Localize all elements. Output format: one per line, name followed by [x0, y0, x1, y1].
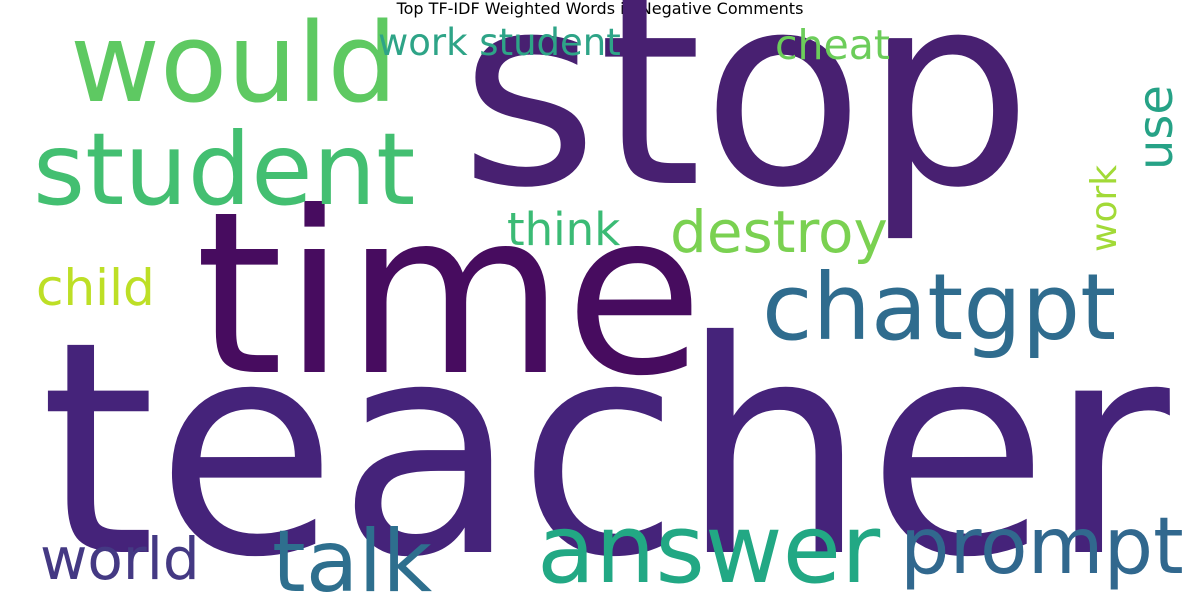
word-would: would	[70, 0, 398, 127]
word-destroy: destroy	[670, 198, 888, 266]
word-stop: stop	[460, 0, 1033, 246]
word-work-student: work student	[378, 21, 621, 64]
chart-title: Top TF-IDF Weighted Words in Negative Co…	[396, 0, 804, 18]
word-chatgpt: chatgpt	[762, 254, 1117, 361]
word-work: work	[1084, 164, 1125, 252]
word-child: child	[36, 259, 155, 317]
word-prompt: prompt	[900, 502, 1184, 592]
word-answer: answer	[537, 495, 881, 600]
word-student: student	[33, 111, 416, 228]
word-teacher: teacher	[40, 278, 1170, 600]
word-world: world	[40, 525, 200, 593]
word-cheat: cheat	[775, 21, 890, 69]
word-talk: talk	[272, 512, 433, 600]
word-think: think	[507, 203, 621, 256]
word-use: use	[1128, 85, 1184, 170]
word-time: time	[195, 164, 704, 426]
